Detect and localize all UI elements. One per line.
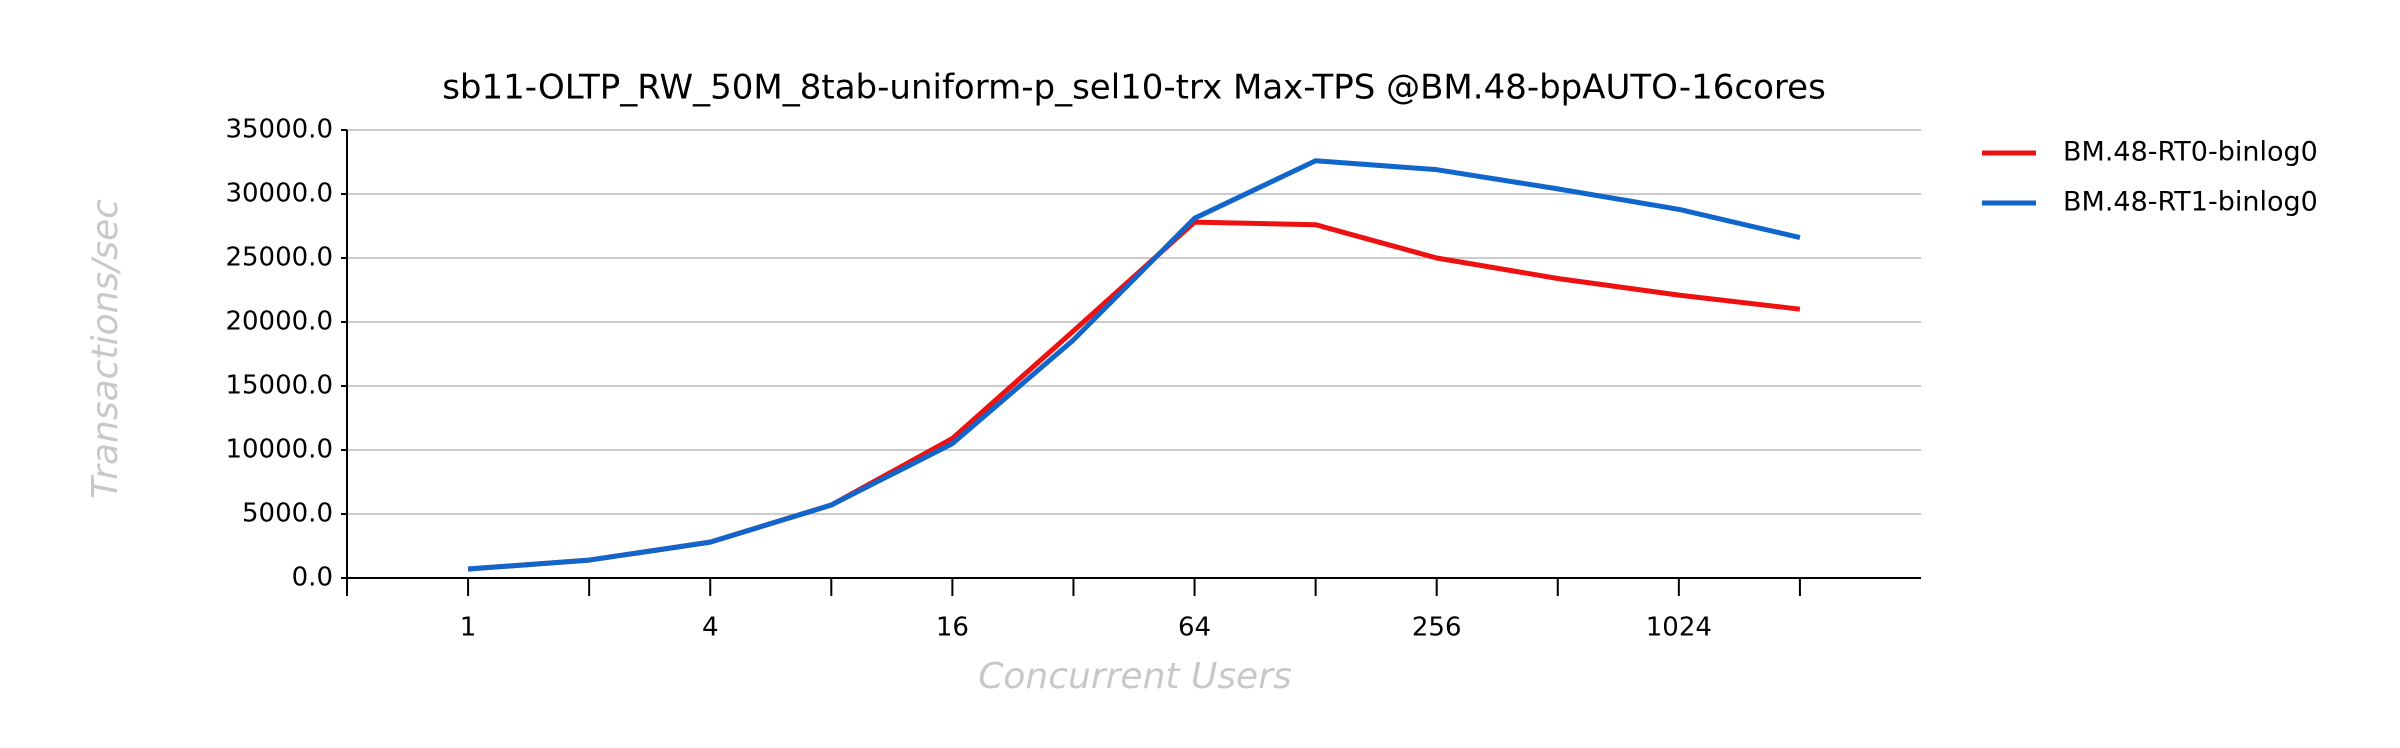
- y-tick-label: 20000.0: [225, 307, 333, 337]
- x-tick-label: 64: [1178, 613, 1211, 643]
- y-tick-label: 5000.0: [242, 499, 333, 529]
- y-tick-label: 25000.0: [225, 243, 333, 273]
- y-tick-label: 35000.0: [225, 115, 333, 145]
- y-tick-label: 30000.0: [225, 179, 333, 209]
- x-tick-label: 1024: [1646, 613, 1712, 643]
- legend-label: BM.48-RT1-binlog0: [2063, 187, 2318, 218]
- x-tick-label: 16: [936, 613, 969, 643]
- y-tick-label: 10000.0: [225, 435, 333, 465]
- data-line: [467, 219, 1801, 572]
- y-tick-label: 0.0: [292, 563, 333, 593]
- data-line: [467, 158, 1801, 572]
- y-tick-label: 15000.0: [225, 371, 333, 401]
- y-axis-label: Transactions/sec: [85, 199, 126, 499]
- x-axis-label: Concurrent Users: [978, 656, 1292, 697]
- x-tick-label: 4: [702, 613, 719, 643]
- x-tick-label: 256: [1412, 613, 1462, 643]
- x-tick-label: 1: [460, 613, 477, 643]
- chart-title: sb11-OLTP_RW_50M_8tab-uniform-p_sel10-tr…: [442, 68, 1826, 108]
- legend-label: BM.48-RT0-binlog0: [2063, 137, 2318, 168]
